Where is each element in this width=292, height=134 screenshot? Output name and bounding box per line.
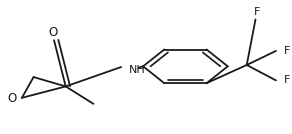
Text: F: F [284,75,291,85]
Text: O: O [48,26,57,39]
Text: O: O [8,92,17,105]
Text: F: F [284,46,291,56]
Text: F: F [254,7,260,17]
Text: NH: NH [128,65,145,75]
